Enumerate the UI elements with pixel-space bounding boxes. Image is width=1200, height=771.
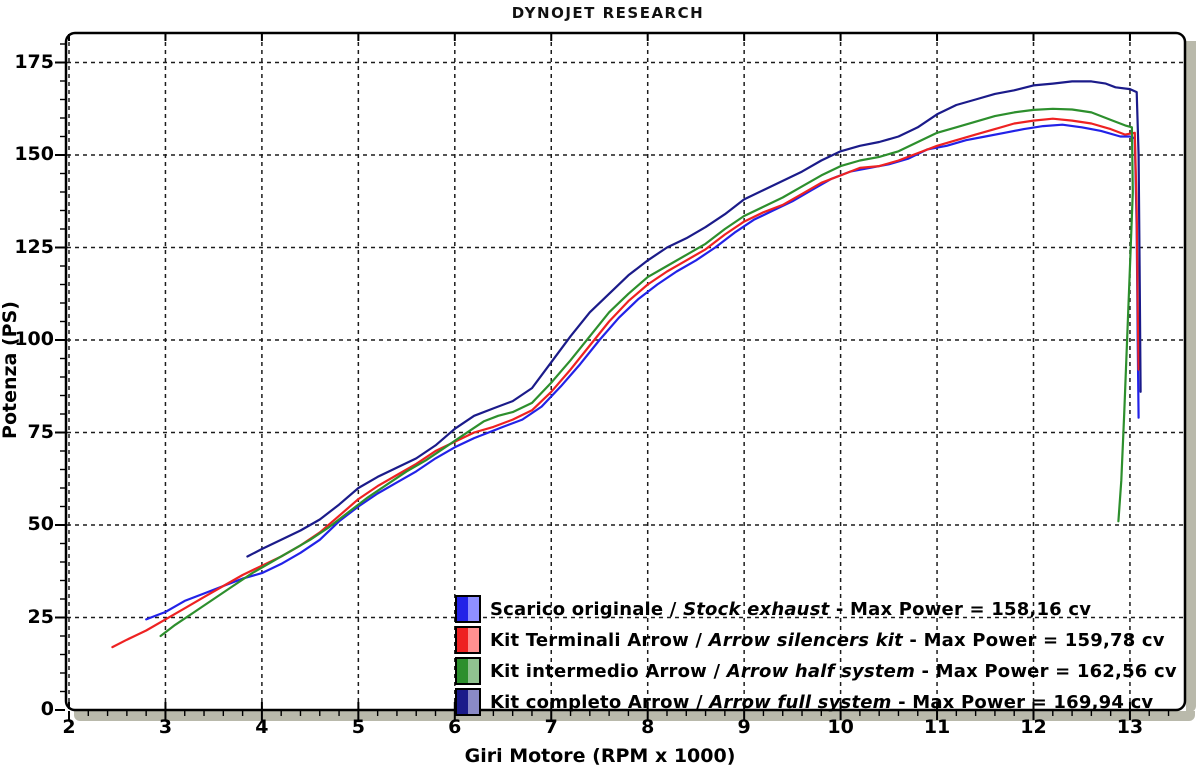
legend-item-arrow-full-system: Kit completo Arrow / Arrow full system -… bbox=[455, 688, 1177, 716]
x-tick-label: 4 bbox=[255, 716, 269, 738]
y-axis-label: Potenza (PS) bbox=[0, 301, 21, 439]
legend-name-english: Arrow full system bbox=[709, 691, 892, 713]
y-tick-label: 175 bbox=[14, 50, 54, 73]
x-tick-label: 10 bbox=[827, 716, 854, 738]
legend-swatch-blue bbox=[455, 595, 481, 623]
legend-swatch-green bbox=[455, 657, 481, 685]
y-tick-label: 125 bbox=[14, 235, 54, 258]
y-tick-label: 75 bbox=[27, 420, 54, 443]
x-tick-label: 6 bbox=[448, 716, 462, 738]
legend-name-english: Arrow silencers kit bbox=[708, 629, 903, 651]
legend-name: Scarico originale bbox=[490, 598, 664, 620]
legend-separator: / bbox=[688, 629, 709, 651]
legend-name: Kit completo Arrow bbox=[490, 691, 690, 713]
legend-name-english: Stock exhaust bbox=[683, 598, 830, 620]
x-tick-label: 12 bbox=[1020, 716, 1047, 738]
y-tick-label: 25 bbox=[27, 605, 54, 628]
x-tick-label: 7 bbox=[544, 716, 558, 738]
legend-max-power: - Max Power = 158,16 cv bbox=[829, 598, 1092, 620]
legend-separator: / bbox=[689, 691, 710, 713]
legend-name-english: Arrow half system bbox=[726, 660, 916, 682]
x-tick-label: 3 bbox=[158, 716, 173, 738]
y-tick-label: 150 bbox=[14, 143, 54, 165]
x-tick-label: 9 bbox=[737, 716, 751, 738]
legend-name: Kit intermedio Arrow bbox=[490, 660, 707, 682]
y-tick-label: 50 bbox=[27, 513, 54, 535]
x-tick-label: 5 bbox=[351, 716, 365, 738]
x-tick-label: 8 bbox=[641, 716, 655, 738]
legend-separator: / bbox=[707, 660, 727, 682]
legend-swatch-navy bbox=[455, 688, 481, 716]
legend-name: Kit Terminali Arrow bbox=[490, 629, 689, 651]
legend-item-arrow-silencers: Kit Terminali Arrow / Arrow silencers ki… bbox=[455, 626, 1177, 654]
legend-max-power: - Max Power = 169,94 cv bbox=[891, 691, 1154, 713]
x-axis-label: Giri Motore (RPM x 1000) bbox=[464, 745, 736, 767]
y-tick-label: 0 bbox=[40, 698, 54, 720]
chart-legend: Scarico originale / Stock exhaust - Max … bbox=[455, 595, 1177, 720]
x-tick-label: 2 bbox=[62, 716, 76, 738]
y-tick-label: 100 bbox=[14, 328, 54, 350]
legend-item-stock-exhaust: Scarico originale / Stock exhaust - Max … bbox=[455, 595, 1177, 623]
legend-separator: / bbox=[663, 598, 684, 620]
legend-swatch-red bbox=[455, 626, 481, 654]
legend-max-power: - Max Power = 159,78 cv bbox=[902, 629, 1165, 651]
legend-item-arrow-half-system: Kit intermedio Arrow / Arrow half system… bbox=[455, 657, 1177, 685]
x-tick-label: 11 bbox=[923, 716, 951, 738]
x-tick-label: 13 bbox=[1116, 716, 1144, 738]
chart-title: DYNOJET RESEARCH bbox=[511, 4, 705, 22]
legend-max-power: - Max Power = 162,56 cv bbox=[915, 660, 1177, 682]
axis-shadow-band-right bbox=[1186, 41, 1196, 712]
axis-shadow-band-bottom bbox=[74, 711, 1195, 721]
